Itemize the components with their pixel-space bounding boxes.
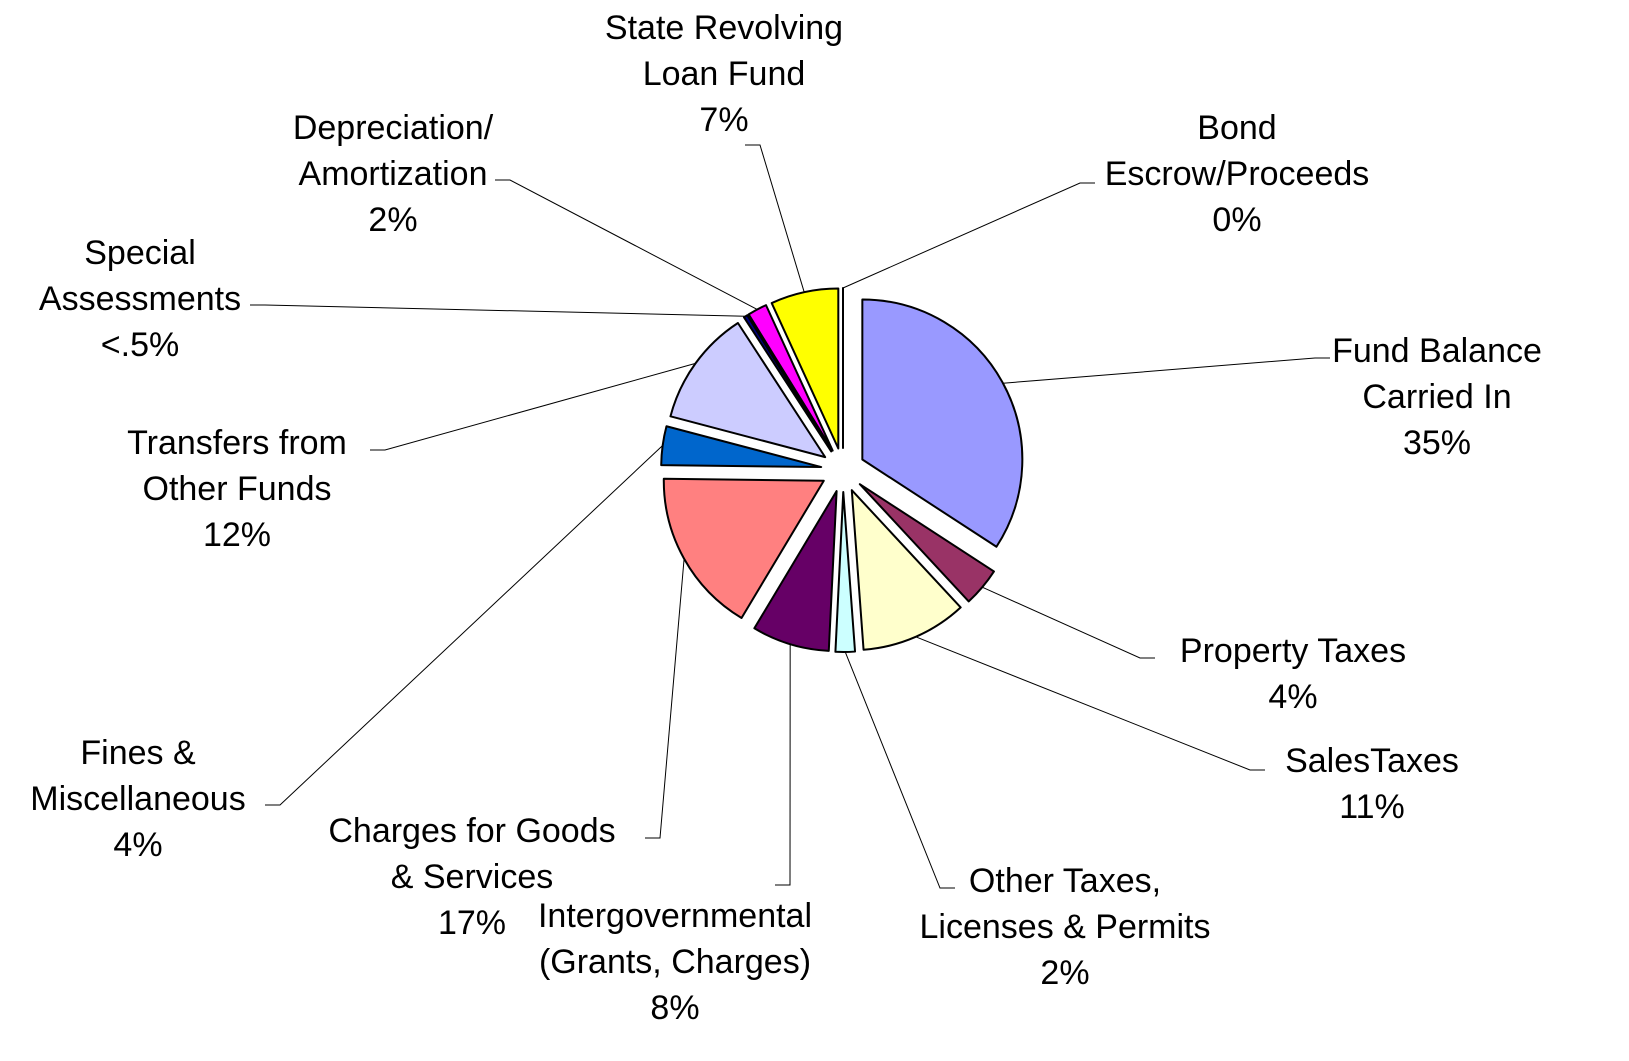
pie-slice [753,490,838,652]
leader-line [645,558,685,839]
leader-line [915,636,1265,771]
value-label: 12% [202,516,272,554]
leader-line [844,651,955,889]
slice-label: Fund Balance Carried In [1332,332,1542,416]
leader-line [265,445,663,806]
leader-line [495,179,758,310]
leader-line [250,304,746,317]
value-label: <.5% [100,326,180,364]
slice-label: SalesTaxes [1285,742,1459,780]
value-label: 35% [1402,424,1472,462]
slice-label: Depreciation/ Amortization [292,109,494,193]
leader-line [982,586,1155,659]
pie-slice [669,321,827,459]
value-label: 2% [1040,954,1090,992]
pie-slice [850,489,962,651]
leader-line [842,182,1095,289]
value-label: 4% [113,826,163,864]
pie-slice [861,298,1024,548]
value-label: 7% [699,101,749,139]
value-label: 4% [1268,678,1318,716]
value-label: 0% [1212,201,1262,239]
slice-label: Fines & Miscellaneous [30,734,246,818]
value-label: 11% [1339,788,1405,826]
slice-label: Charges for Goods & Services [328,812,616,896]
pie-slice [742,314,833,453]
slice-label: Transfers from Other Funds [127,424,347,508]
value-label: 8% [650,989,700,1027]
slice-label: Property Taxes [1179,632,1407,670]
leader-line [775,644,791,886]
pie-slice [747,304,834,452]
leader-line [745,144,805,293]
leader-line [1002,357,1330,384]
pie-slice [834,490,857,653]
slice-label: Bond Escrow/Proceeds [1104,109,1370,193]
slice-label: Other Taxes, Licenses & Permits [919,862,1211,946]
slice-label: State Revolving Loan Fund [604,9,844,93]
value-label: 17% [437,904,507,942]
leader-line [370,362,696,451]
value-label: 2% [368,201,418,239]
pie-slice [770,287,840,450]
slice-label: Intergovernmental (Grants, Charges) [537,897,813,981]
slice-label: Special Assessments [38,234,242,318]
